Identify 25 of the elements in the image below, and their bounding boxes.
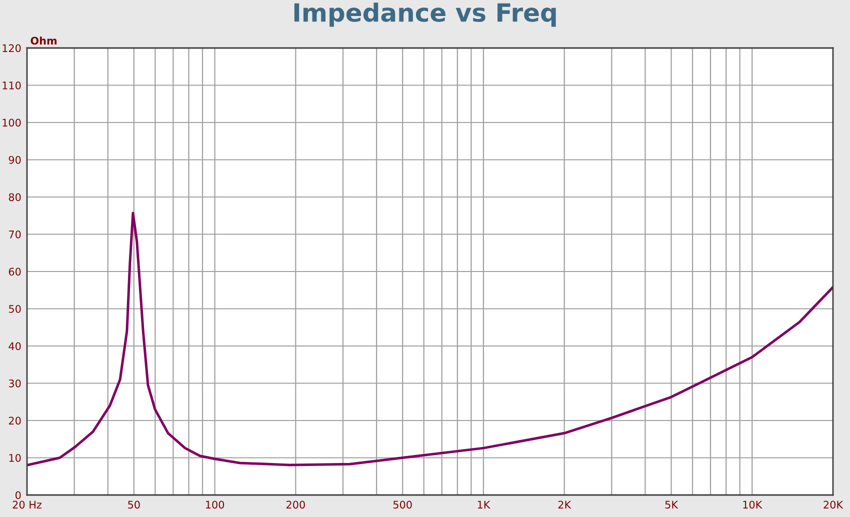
y-tick-label: 30 [8, 379, 21, 388]
x-tick-label: 2K [558, 500, 572, 508]
y-axis-title: Ohm [30, 36, 57, 45]
x-tick-label: 50 [128, 500, 140, 509]
y-tick-label: 0 [16, 491, 21, 500]
x-tick-label: 20 Hz [12, 500, 42, 509]
y-tick-label: 90 [8, 156, 21, 164]
y-tick-label: 40 [8, 342, 21, 350]
x-tick-label: 200 [286, 500, 305, 509]
x-tick-label: 5K [665, 500, 678, 509]
y-tick-label: 70 [9, 230, 21, 238]
x-tick-label: 500 [393, 500, 412, 509]
x-tick-label: 10K [743, 500, 762, 509]
chart-title: Impedance vs Freq [294, 2, 556, 27]
y-tick-label: 100 [2, 118, 21, 127]
y-tick-label: 60 [8, 268, 21, 276]
y-tick-label: 10 [9, 454, 21, 462]
y-tick-label: 110 [2, 81, 21, 90]
x-tick-label: 100 [206, 500, 224, 509]
y-tick-label: 20 [8, 416, 21, 425]
x-tick-label: 20K [824, 500, 844, 509]
y-tick-label: 80 [8, 193, 21, 202]
y-tick-label: 50 [8, 304, 21, 313]
y-tick-label: 120 [2, 44, 21, 52]
x-tick-label: 1K [478, 500, 490, 508]
